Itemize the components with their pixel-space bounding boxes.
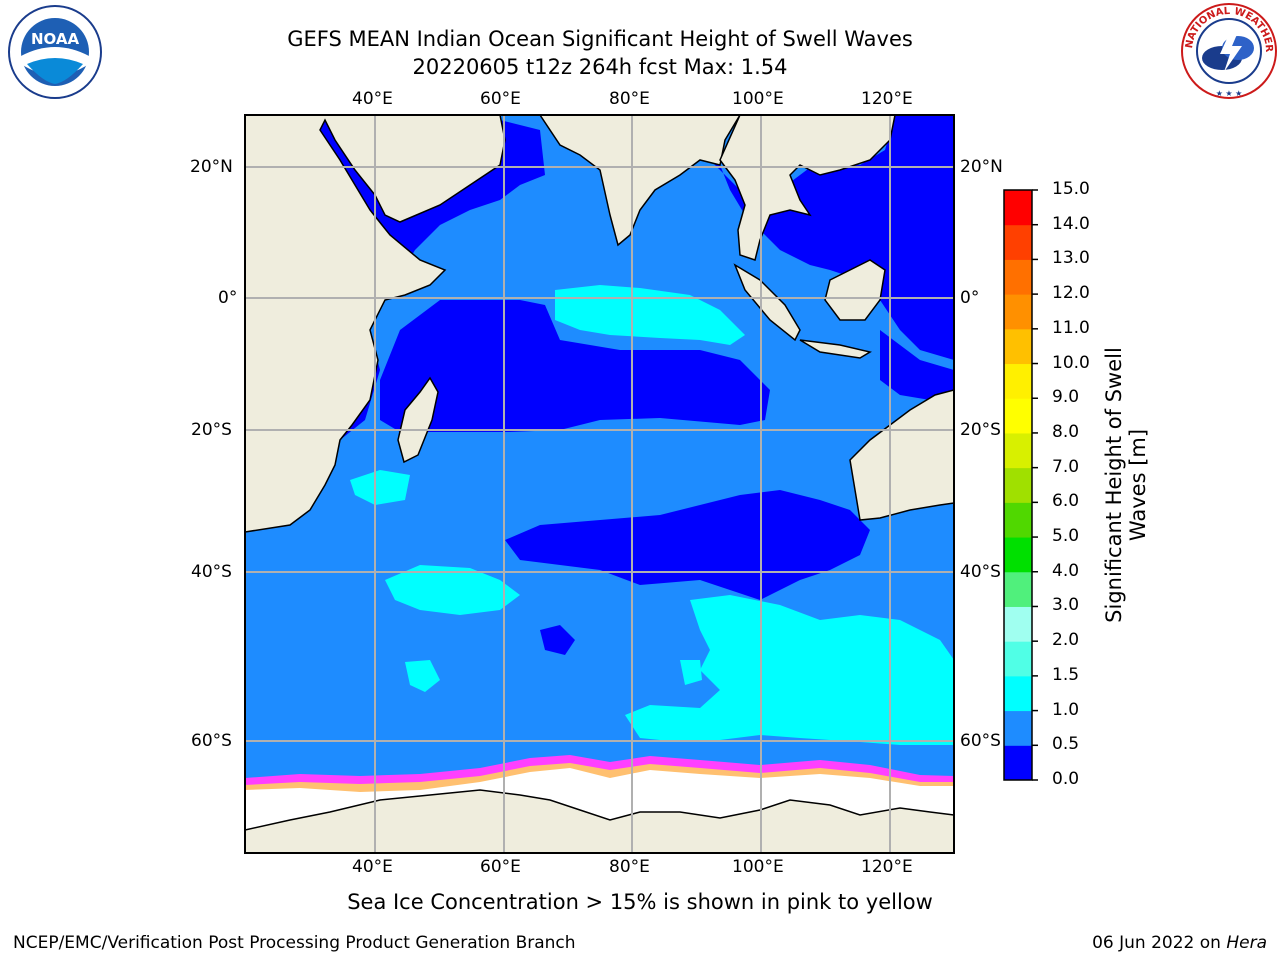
top-lon-label: 120°E xyxy=(861,89,913,109)
colorbar-segment xyxy=(1004,294,1032,330)
footer-machine: Hera xyxy=(1226,933,1267,953)
right-lat-label: 0° xyxy=(960,288,980,308)
colorbar-tick-label: 5.0 xyxy=(1052,526,1080,547)
noaa-logo-text: NOAA xyxy=(31,30,80,48)
colorbar-tick-label: 10.0 xyxy=(1052,352,1090,373)
top-lon-label: 100°E xyxy=(732,89,784,109)
footer-left: NCEP/EMC/Verification Post Processing Pr… xyxy=(13,933,576,953)
left-lat-label: 60°S xyxy=(191,731,232,751)
colorbar xyxy=(1003,189,1038,781)
footer-right: 06 Jun 2022 on Hera xyxy=(1092,933,1267,953)
colorbar-tick-label: 15.0 xyxy=(1052,179,1090,199)
colorbar-segment xyxy=(1004,190,1032,226)
colorbar-tick-label: 9.0 xyxy=(1052,387,1080,408)
colorbar-segment xyxy=(1004,745,1032,781)
land-sumatra xyxy=(733,263,801,342)
bottom-lon-label: 100°E xyxy=(732,857,784,877)
colorbar-segment xyxy=(1004,606,1032,642)
sea-ice-caption: Sea Ice Concentration > 15% is shown in … xyxy=(347,890,933,914)
land-java xyxy=(799,339,872,359)
colorbar-segment xyxy=(1004,537,1032,573)
map-frame xyxy=(244,114,955,854)
colorbar-segment xyxy=(1004,675,1032,712)
left-lat-label: 20°S xyxy=(191,420,232,440)
colorbar-segment xyxy=(1004,571,1032,607)
colorbar-tick-label: 12.0 xyxy=(1052,283,1090,304)
colorbar-tick-label: 6.0 xyxy=(1052,491,1080,512)
colorbar-tick-label: 0.5 xyxy=(1052,734,1080,755)
land-antarctica xyxy=(245,789,954,853)
bottom-lon-label: 80°E xyxy=(609,857,650,877)
colorbar-segment xyxy=(1004,363,1032,399)
colorbar-tick-label: 4.0 xyxy=(1052,560,1080,581)
left-lat-label: 0° xyxy=(218,288,238,308)
colorbar-segment xyxy=(1004,710,1032,746)
left-lat-label: 40°S xyxy=(191,562,232,582)
colorbar-tick-label: 7.0 xyxy=(1052,456,1080,477)
colorbar-segment xyxy=(1004,641,1032,677)
right-lat-label: 60°S xyxy=(960,731,1001,751)
graticule xyxy=(245,115,954,853)
top-lon-label: 40°E xyxy=(352,89,393,109)
land-borneo xyxy=(824,259,886,321)
title-line-2: 20220605 t12z 264h fcst Max: 1.54 xyxy=(412,55,788,79)
noaa-logo-icon: NOAA xyxy=(8,5,102,99)
nws-logo-icon: NATIONAL WEATHER SERVICE ★ ★ ★ xyxy=(1180,2,1277,99)
colorbar-frame xyxy=(1003,189,1033,781)
colorbar-segment xyxy=(1004,398,1032,434)
land-masses xyxy=(245,115,954,853)
swell-cyan-regions xyxy=(350,285,954,745)
bottom-lon-label: 60°E xyxy=(480,857,521,877)
top-lon-label: 60°E xyxy=(480,89,521,109)
colorbar-tick-label: 1.0 xyxy=(1052,699,1080,720)
right-lat-label: 40°S xyxy=(960,562,1001,582)
land-se-asia xyxy=(719,115,896,261)
footer-date: 06 Jun 2022 on xyxy=(1092,933,1221,953)
colorbar-segment xyxy=(1004,328,1032,365)
colorbar-tick-label: 11.0 xyxy=(1052,317,1090,338)
title-line-1: GEFS MEAN Indian Ocean Significant Heigh… xyxy=(287,27,913,51)
colorbar-tick-label: 1.5 xyxy=(1052,664,1080,685)
colorbar-tick-label: 14.0 xyxy=(1052,213,1090,234)
land-madagascar xyxy=(397,376,439,464)
bottom-lon-label: 120°E xyxy=(861,857,913,877)
left-lat-label: 20°N xyxy=(190,157,233,177)
land-africa-arabia xyxy=(245,115,506,533)
colorbar-segment xyxy=(1004,432,1032,469)
colorbar-tick-label: 13.0 xyxy=(1052,248,1090,269)
colorbar-label-line-2: Waves [m] xyxy=(1126,428,1150,542)
land-india xyxy=(539,115,741,247)
top-lon-label: 80°E xyxy=(609,89,650,109)
colorbar-tick-label: 0.0 xyxy=(1052,769,1080,789)
colorbar-segment xyxy=(1004,259,1032,295)
colorbar-tick-label: 3.0 xyxy=(1052,595,1080,616)
colorbar-segment xyxy=(1004,467,1032,503)
colorbar-tick-label: 2.0 xyxy=(1052,630,1080,651)
svg-text:★ ★ ★: ★ ★ ★ xyxy=(1216,89,1243,98)
colorbar-segment xyxy=(1004,502,1032,538)
right-lat-label: 20°N xyxy=(960,157,1003,177)
land-australia xyxy=(849,389,954,521)
bottom-lon-label: 40°E xyxy=(352,857,393,877)
right-lat-label: 20°S xyxy=(960,420,1001,440)
colorbar-label-line-1: Significant Height of Swell xyxy=(1102,347,1126,623)
colorbar-tick-label: 8.0 xyxy=(1052,421,1080,442)
colorbar-segment xyxy=(1004,224,1032,260)
